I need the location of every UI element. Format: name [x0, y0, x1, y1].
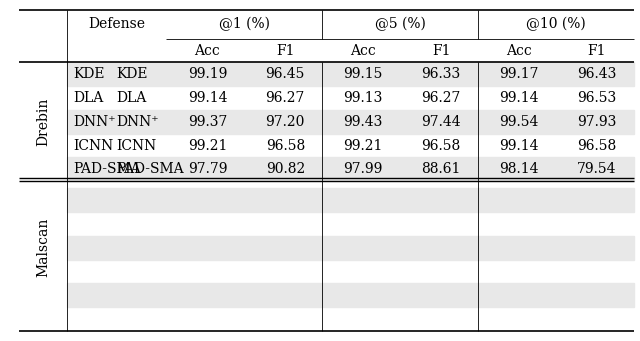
Text: 99.37: 99.37	[188, 115, 227, 129]
Text: 90.82: 90.82	[266, 162, 305, 176]
Text: 96.27: 96.27	[266, 91, 305, 105]
Text: Acc: Acc	[195, 44, 220, 58]
Text: 99.13: 99.13	[344, 91, 383, 105]
Text: 96.58: 96.58	[266, 138, 305, 152]
Text: 96.43: 96.43	[577, 67, 616, 81]
Text: DNN⁺: DNN⁺	[73, 115, 116, 129]
Text: 99.14: 99.14	[499, 138, 539, 152]
Text: 96.45: 96.45	[266, 67, 305, 81]
Bar	[67, 110, 634, 134]
Text: 97.44: 97.44	[421, 115, 461, 129]
Text: 99.43: 99.43	[344, 115, 383, 129]
Bar	[67, 188, 634, 212]
Text: 79.54: 79.54	[577, 162, 616, 176]
Text: PAD-SMA: PAD-SMA	[73, 162, 141, 176]
Text: Defense: Defense	[88, 17, 145, 31]
Text: F1: F1	[432, 44, 451, 58]
Text: 96.33: 96.33	[421, 67, 461, 81]
Bar	[67, 62, 634, 86]
Text: 99.19: 99.19	[188, 67, 227, 81]
Bar	[67, 158, 634, 181]
Bar	[67, 236, 634, 260]
Text: F1: F1	[588, 44, 606, 58]
Text: 99.14: 99.14	[188, 91, 227, 105]
Text: PAD-SMA: PAD-SMA	[116, 162, 184, 176]
Text: @1 (%): @1 (%)	[219, 17, 269, 32]
Bar	[67, 283, 634, 307]
Text: 99.21: 99.21	[344, 138, 383, 152]
Text: 99.17: 99.17	[499, 67, 539, 81]
Text: 97.20: 97.20	[266, 115, 305, 129]
Text: @5 (%): @5 (%)	[374, 17, 426, 32]
Text: DLA: DLA	[116, 91, 147, 105]
Text: 96.58: 96.58	[577, 138, 616, 152]
Text: 99.15: 99.15	[344, 67, 383, 81]
Text: Acc: Acc	[506, 44, 532, 58]
Text: 96.58: 96.58	[421, 138, 461, 152]
Text: DNN⁺: DNN⁺	[116, 115, 159, 129]
Text: 96.27: 96.27	[421, 91, 461, 105]
Text: 97.79: 97.79	[188, 162, 227, 176]
Text: Malscan: Malscan	[36, 218, 50, 277]
Text: Acc: Acc	[350, 44, 376, 58]
Text: KDE: KDE	[116, 67, 148, 81]
Text: 99.21: 99.21	[188, 138, 227, 152]
Text: 99.54: 99.54	[499, 115, 539, 129]
Text: ICNN: ICNN	[116, 138, 157, 152]
Text: 97.93: 97.93	[577, 115, 616, 129]
Text: 96.53: 96.53	[577, 91, 616, 105]
Text: 97.99: 97.99	[344, 162, 383, 176]
Text: 88.61: 88.61	[421, 162, 461, 176]
Text: 99.14: 99.14	[499, 91, 539, 105]
Text: @10 (%): @10 (%)	[526, 17, 586, 32]
Text: Drebin: Drebin	[36, 98, 50, 146]
Text: DLA: DLA	[73, 91, 104, 105]
Text: KDE: KDE	[73, 67, 105, 81]
Text: F1: F1	[276, 44, 294, 58]
Text: 98.14: 98.14	[499, 162, 539, 176]
Text: ICNN: ICNN	[73, 138, 113, 152]
